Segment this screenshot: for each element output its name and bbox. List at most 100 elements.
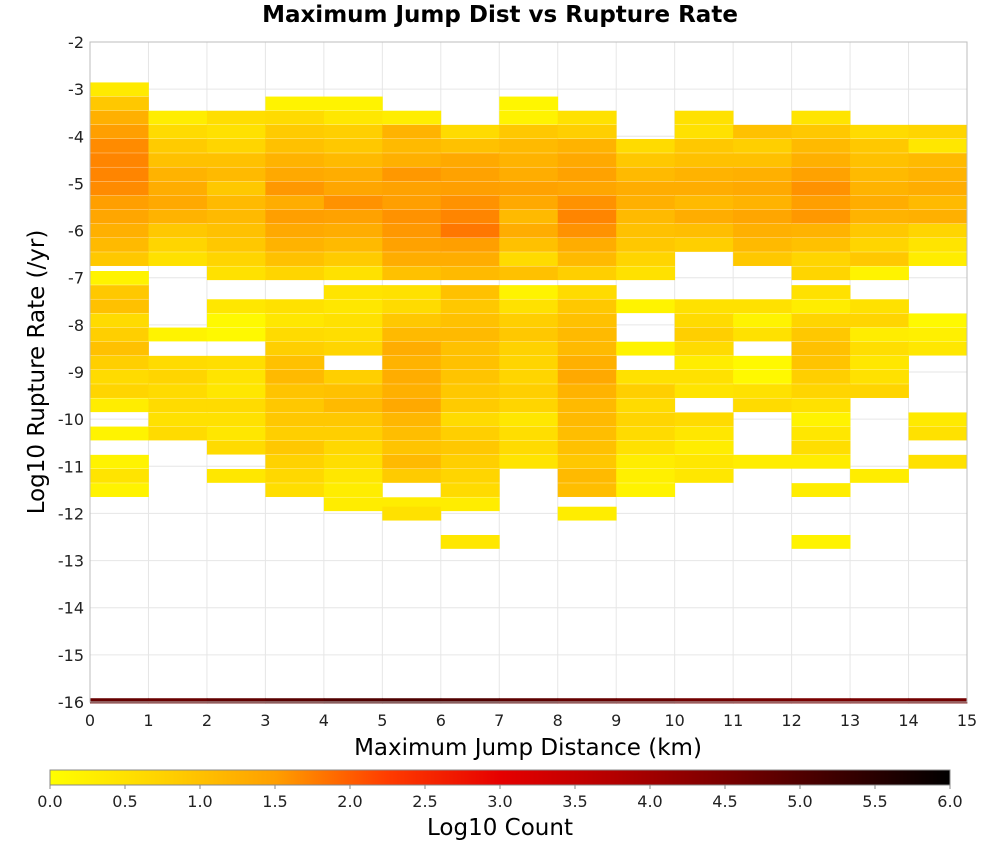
heatmap-cell [791, 181, 851, 196]
heatmap-cell [382, 124, 442, 139]
heatmap-cell [499, 195, 559, 210]
heatmap-cell [90, 384, 149, 398]
heatmap-cell-bottom-row [791, 698, 851, 704]
y-tick-label: -3 [68, 80, 84, 99]
heatmap-cell [206, 138, 266, 153]
heatmap-cell [733, 153, 792, 167]
heatmap-cell [791, 237, 851, 252]
heatmap-cell [557, 355, 617, 370]
heatmap-cell [733, 167, 792, 182]
heatmap-cell [674, 412, 734, 427]
heatmap-cell [323, 223, 383, 238]
heatmap-cell [850, 138, 909, 153]
heatmap-cell [90, 327, 149, 342]
heatmap-cell [265, 252, 325, 266]
heatmap-cell [265, 209, 325, 224]
heatmap-cell [148, 412, 208, 427]
heatmap-cell [265, 167, 325, 182]
heatmap-cell [323, 138, 383, 153]
heatmap-cell [908, 426, 968, 441]
heatmap-cell [323, 153, 383, 167]
heatmap-cell [733, 252, 792, 266]
heatmap-cell [323, 412, 383, 427]
heatmap-cell [850, 195, 909, 210]
heatmap-cell [499, 384, 559, 398]
x-tick-label: 11 [723, 711, 743, 730]
heatmap-cell [557, 223, 617, 238]
heatmap-cell [148, 209, 208, 224]
heatmap-cell [499, 454, 559, 469]
heatmap-cell [733, 384, 792, 398]
heatmap-cell [674, 440, 734, 455]
heatmap-cell [382, 237, 442, 252]
heatmap-cell [557, 209, 617, 224]
heatmap-cell [440, 299, 500, 314]
heatmap-cell [674, 153, 734, 167]
heatmap-cell [674, 313, 734, 328]
heatmap-cell [616, 195, 676, 210]
heatmap-cell [323, 440, 383, 455]
heatmap-cell [323, 285, 383, 299]
heatmap-cell [90, 195, 149, 210]
heatmap-cell [791, 195, 851, 210]
heatmap-cell [791, 440, 851, 455]
heatmap-cell [148, 398, 208, 413]
heatmap-cell [557, 110, 617, 125]
heatmap-cell [557, 138, 617, 153]
heatmap-cell [791, 252, 851, 266]
colorbar-tick-label: 2.0 [337, 792, 362, 811]
heatmap-cell [674, 299, 734, 314]
x-tick-label: 13 [840, 711, 860, 730]
y-axis-title: Log10 Rupture Rate (/yr) [24, 230, 50, 515]
colorbar-tick-label: 5.5 [862, 792, 887, 811]
colorbar-tick-label: 0.5 [112, 792, 137, 811]
heatmap-cell [674, 327, 734, 342]
heatmap-cell-bottom-row [265, 698, 325, 704]
heatmap-cell [323, 384, 383, 398]
y-tick-label: -11 [58, 457, 84, 476]
heatmap-cell [499, 153, 559, 167]
heatmap-cell [557, 167, 617, 182]
heatmap-cell [265, 153, 325, 167]
x-tick-label: 3 [260, 711, 270, 730]
heatmap-cell [440, 313, 500, 328]
heatmap-cell [499, 313, 559, 328]
heatmap-cell [850, 167, 909, 182]
heatmap-cell [733, 237, 792, 252]
heatmap-cell [323, 237, 383, 252]
heatmap-cell [440, 124, 500, 139]
heatmap-cell [733, 138, 792, 153]
heatmap-cell [90, 355, 149, 370]
heatmap-cell [674, 110, 734, 125]
heatmap-cell [908, 327, 968, 342]
colorbar-title: Log10 Count [427, 815, 573, 841]
heatmap-cell [206, 167, 266, 182]
heatmap-cell [265, 483, 325, 497]
heatmap-cell [850, 209, 909, 224]
heatmap-cell [616, 426, 676, 441]
heatmap-cell [206, 398, 266, 413]
x-tick-label: 9 [611, 711, 621, 730]
x-tick-label: 10 [664, 711, 684, 730]
x-tick-label: 6 [436, 711, 446, 730]
heatmap-cell [206, 209, 266, 224]
heatmap-cell [382, 285, 442, 299]
heatmap-cell [850, 341, 909, 356]
heatmap-cell [440, 153, 500, 167]
heatmap-cell [440, 252, 500, 266]
heatmap-cell [382, 468, 442, 483]
heatmap-cell [499, 398, 559, 413]
heatmap-cell [791, 398, 851, 413]
x-tick-label: 15 [957, 711, 977, 730]
heatmap-cell [265, 398, 325, 413]
heatmap-cell [791, 110, 851, 125]
heatmap-cell [791, 454, 851, 469]
heatmap-cell [850, 299, 909, 314]
heatmap-cell [440, 426, 500, 441]
colorbar-tick-label: 3.0 [487, 792, 512, 811]
colorbar-tick-label: 3.5 [562, 792, 587, 811]
heatmap-cell [265, 195, 325, 210]
heatmap-cell [148, 237, 208, 252]
heatmap-cell [791, 355, 851, 370]
y-tick-label: -15 [58, 646, 84, 665]
